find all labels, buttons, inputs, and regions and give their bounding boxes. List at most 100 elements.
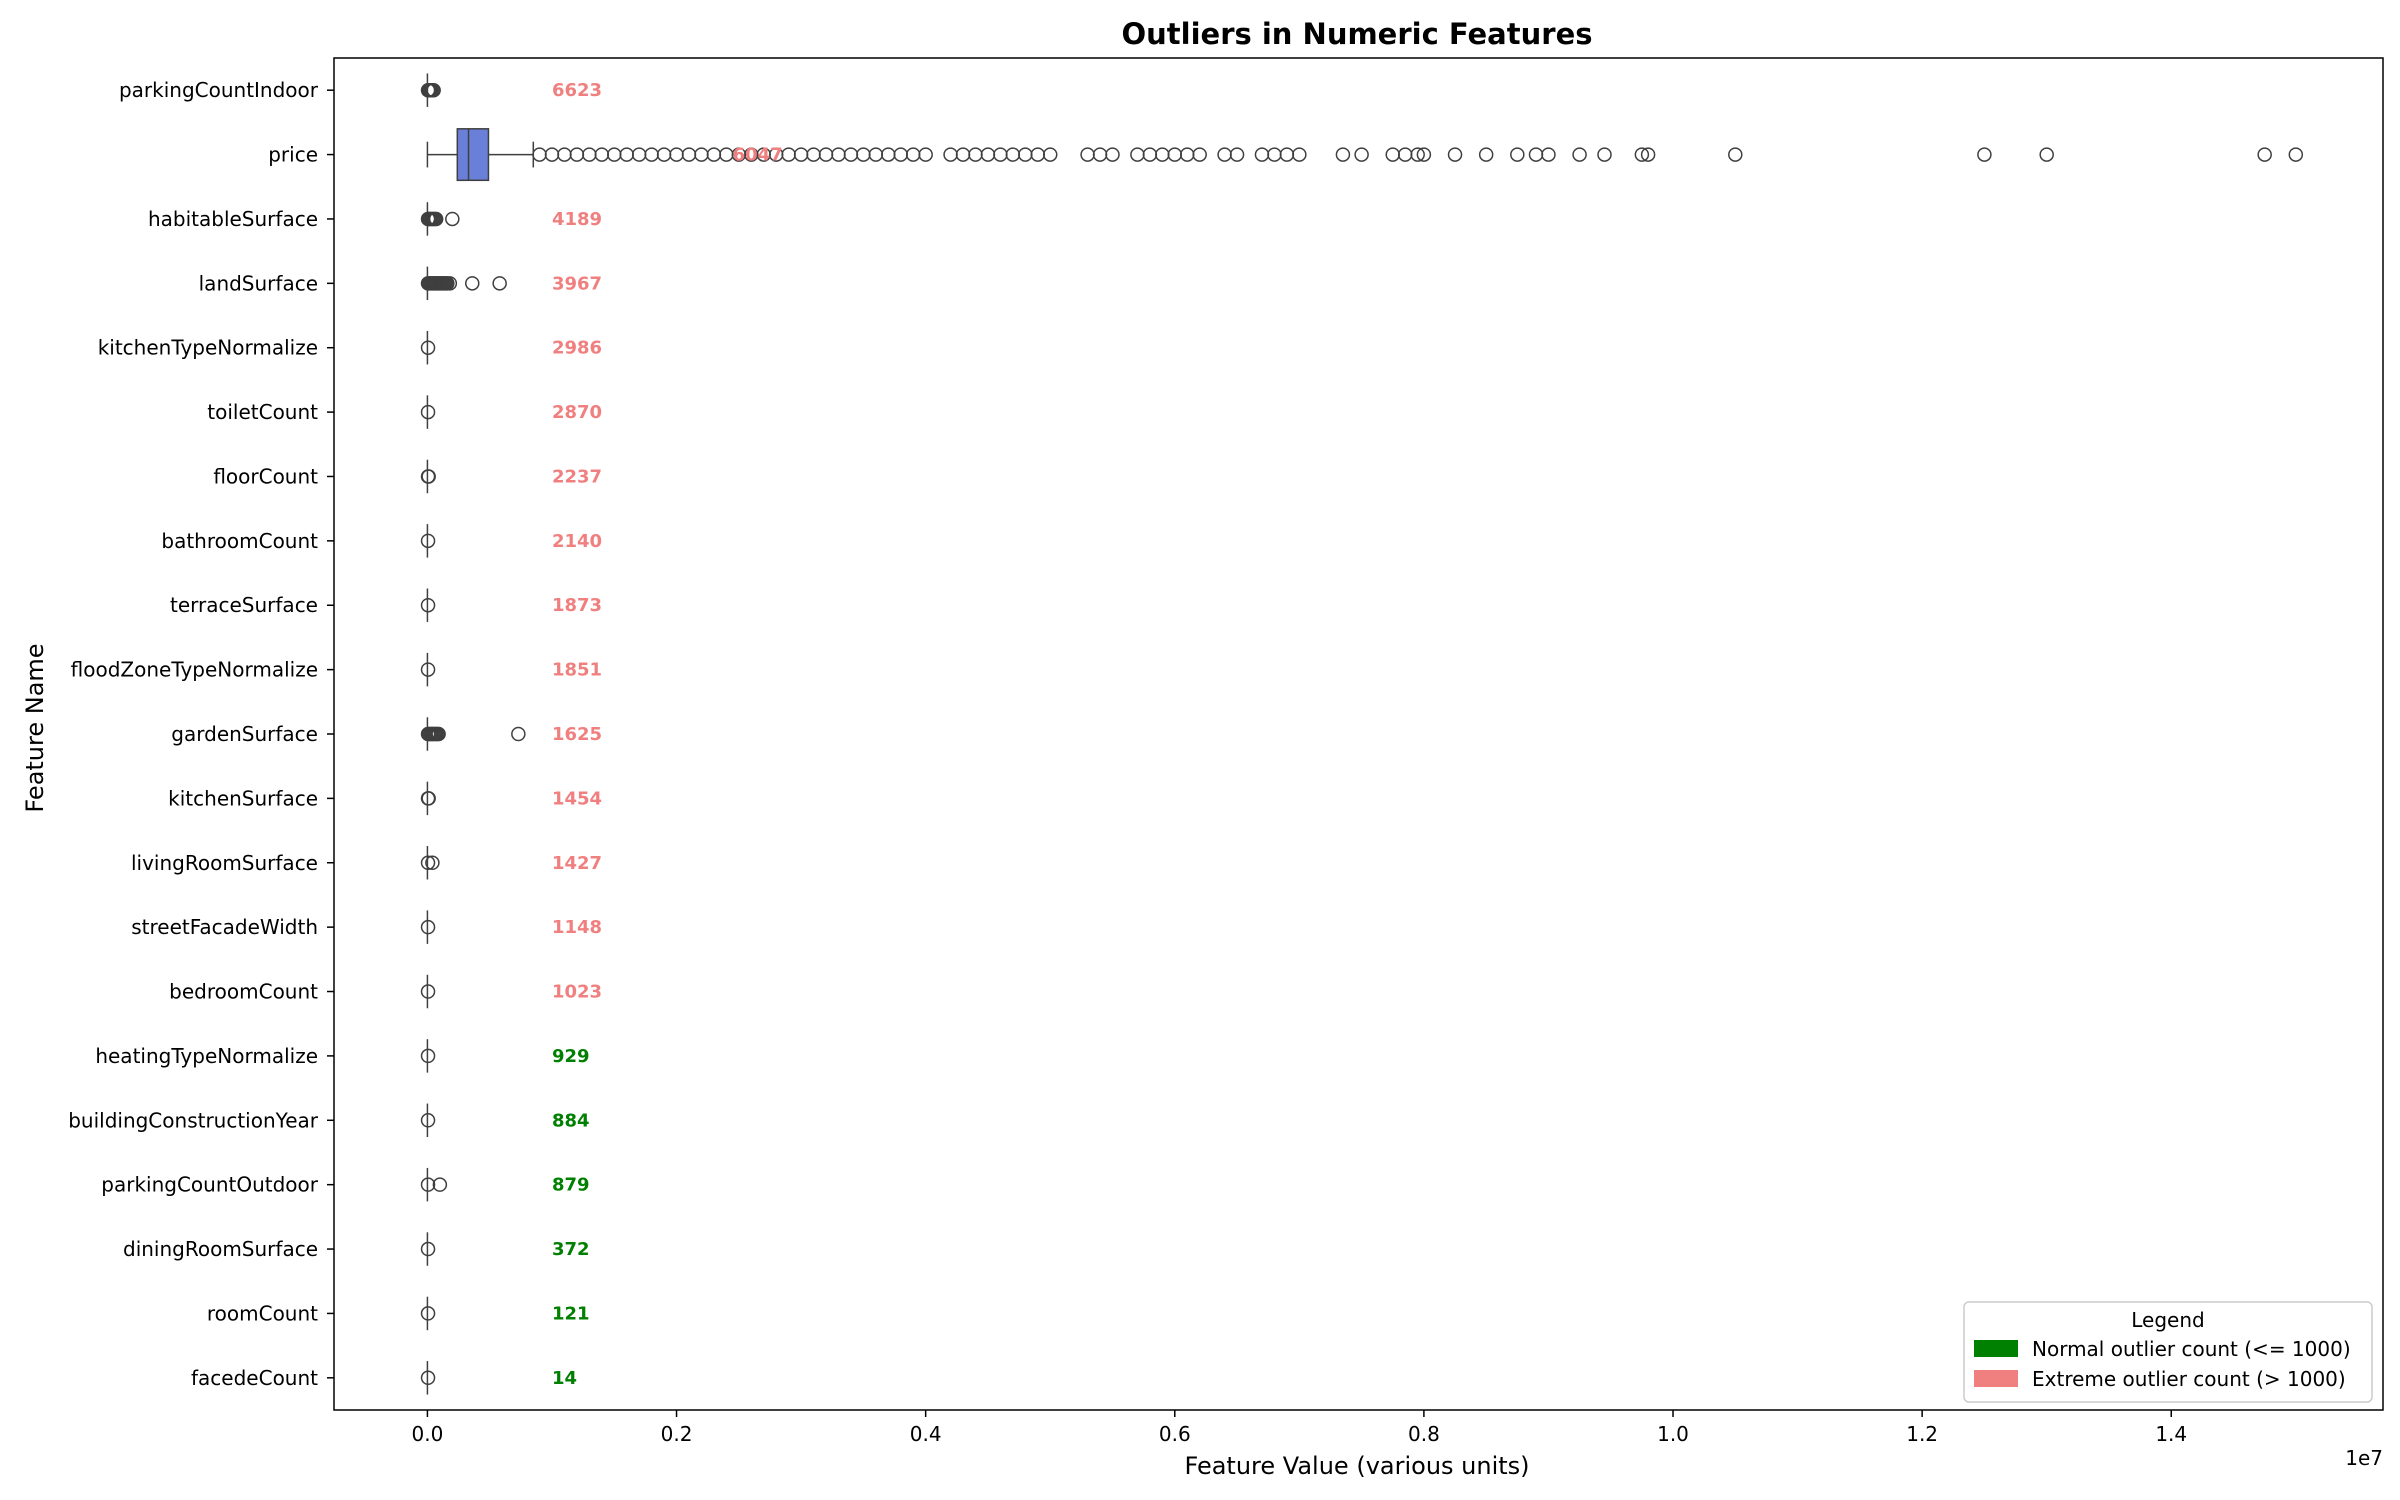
outlier-point (420, 1113, 436, 1128)
outlier-count-label: 2870 (552, 402, 602, 423)
outlier-point (420, 855, 436, 871)
outlier-count-label: 2140 (552, 531, 602, 552)
outlier-count-label: 1427 (552, 853, 602, 874)
outlier-point (421, 469, 436, 484)
feature-row: 1148 (420, 910, 602, 944)
feature-row: 2237 (420, 459, 602, 494)
outlier-point (431, 726, 446, 742)
outlier-point (2039, 147, 2054, 162)
legend: Legend Normal outlier count (<= 1000) Ex… (1963, 1301, 2373, 1403)
legend-label-extreme: Extreme outlier count (> 1000) (2032, 1367, 2346, 1391)
y-axis-ticks: parkingCountIndoor price habitableSurface l… (68, 78, 334, 1390)
outlier-point (1192, 147, 1207, 162)
feature-row: 4189 (420, 202, 602, 236)
y-tick-label: gardenSurface (171, 722, 318, 746)
y-tick-label: heatingTypeNormalize (95, 1044, 318, 1068)
y-tick-label: bedroomCount (169, 980, 318, 1004)
y-tick-label: landSurface (199, 271, 318, 295)
outlier-count-label: 879 (552, 1175, 590, 1196)
outlier-point (1292, 147, 1307, 162)
box-body (456, 128, 490, 182)
outlier-point (420, 1048, 436, 1064)
y-tick-label: buildingConstructionYear (68, 1108, 319, 1132)
y-tick-label: parkingCountIndoor (119, 78, 319, 102)
y-tick-label: livingRoomSurface (131, 851, 318, 875)
outlier-count-label: 6623 (552, 80, 602, 101)
feature-row: 1851 (420, 652, 602, 687)
outlier-point (1640, 147, 1656, 162)
outlier-point (2257, 147, 2272, 162)
y-tick-label: kitchenTypeNormalize (98, 336, 318, 360)
outlier-count-label: 2237 (552, 466, 602, 487)
x-axis-ticks: 0.0 0.2 0.4 0.6 0.8 1.0 1.2 1.4 (412, 1410, 2187, 1446)
y-tick-label: kitchenSurface (168, 786, 318, 810)
feature-row: 2870 (420, 395, 602, 429)
y-tick-label: floorCount (213, 464, 318, 488)
outlier-point (420, 340, 436, 355)
outlier-count-label: 4189 (552, 209, 602, 230)
outlier-point (1042, 147, 1058, 162)
legend-swatch-extreme (1974, 1370, 2018, 1387)
outlier-count-label: 929 (552, 1046, 590, 1067)
outlier-point (420, 533, 436, 549)
outlier-point (1229, 147, 1245, 162)
y-tick-label: toiletCount (207, 400, 318, 424)
legend-title: Legend (2131, 1308, 2204, 1332)
outlier-point (1478, 147, 1494, 162)
outlier-point (492, 276, 507, 291)
outlier-point (420, 662, 436, 677)
outlier-point (428, 211, 444, 227)
outlier-count-label: 1873 (552, 595, 602, 616)
feature-row: 1873 (420, 588, 602, 622)
outlier-point (1977, 147, 1992, 162)
legend-frame (1963, 1301, 2373, 1403)
x-tick-label: 0.8 (1408, 1422, 1440, 1446)
outlier-point (465, 276, 480, 291)
feature-row: 121 (420, 1296, 590, 1331)
y-tick-label: roomCount (207, 1301, 318, 1325)
y-tick-label: floodZoneTypeNormalize (71, 658, 318, 682)
feature-row: 6623 (420, 73, 602, 107)
y-tick-label: facedeCount (191, 1366, 318, 1390)
outlier-point (420, 1306, 436, 1321)
y-tick-label: parkingCountOutdoor (101, 1173, 319, 1197)
y-tick-label: bathroomCount (161, 529, 318, 553)
y-tick-label: price (268, 143, 318, 167)
y-tick-label: streetFacadeWidth (131, 915, 318, 939)
x-scale-note: 1e7 (2345, 1446, 2383, 1470)
outlier-count-label: 14 (552, 1368, 577, 1389)
outlier-count-label: 121 (552, 1303, 590, 1324)
outlier-count-label: 2986 (552, 338, 602, 359)
outlier-point (1541, 147, 1556, 162)
outlier-count-label: 3967 (552, 273, 602, 294)
outlier-point (420, 919, 436, 935)
plot-area: 6623 6047 4189 3967 2986 2870 2237 2140 1873 1851… (420, 73, 2304, 1395)
feature-row: 3967 (420, 266, 602, 301)
outlier-count-label: 1148 (552, 917, 602, 938)
feature-row: 1023 (420, 974, 602, 1009)
outlier-point (918, 147, 933, 162)
feature-row: 929 (420, 1039, 590, 1073)
outlier-count-label: 1625 (552, 724, 602, 745)
x-tick-label: 1.4 (2155, 1422, 2187, 1446)
x-tick-label: 0.2 (661, 1422, 693, 1446)
outlier-point (420, 404, 436, 420)
outlier-point (1634, 147, 1650, 162)
outlier-count-label: 1851 (552, 660, 602, 681)
outlier-point (1572, 147, 1587, 162)
y-tick-label: diningRoomSurface (123, 1237, 318, 1261)
x-tick-label: 1.2 (1906, 1422, 1938, 1446)
outlier-count-label: 1454 (552, 788, 602, 809)
outlier-point (1410, 147, 1425, 162)
y-tick-label: habitableSurface (148, 207, 318, 231)
outlier-point (442, 276, 458, 291)
feature-row: 1625 (420, 717, 602, 751)
feature-row: 2140 (420, 524, 602, 558)
outlier-point (445, 211, 460, 227)
outlier-point (420, 1241, 436, 1257)
outlier-point (425, 855, 440, 871)
outlier-point (421, 791, 436, 806)
outlier-point (420, 1177, 436, 1192)
